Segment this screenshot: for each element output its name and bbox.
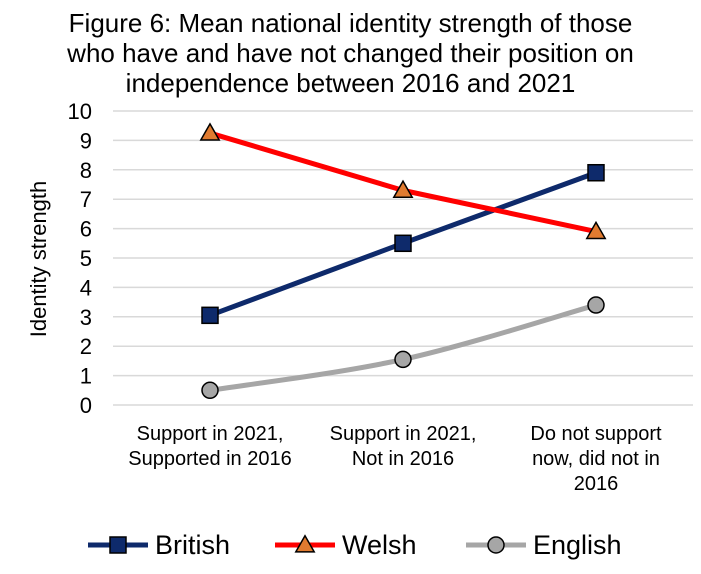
x-category-label-line: Support in 2021, <box>136 423 284 445</box>
y-tick-label: 9 <box>80 128 92 153</box>
x-category-label-line: Support in 2021, <box>329 423 477 445</box>
y-axis-ticks: 0 1 2 3 4 5 6 7 8 9 10 <box>68 99 92 418</box>
legend-item-english: English <box>463 525 622 565</box>
x-category-label: Support in 2021, Not in 2016 <box>303 422 503 472</box>
y-tick-label: 8 <box>80 158 92 183</box>
data-point-british-3 <box>587 163 605 182</box>
series-markers <box>199 122 607 400</box>
x-category-label-line: Not in 2016 <box>351 448 455 470</box>
y-axis-label: Identity strength <box>26 181 51 338</box>
x-category-label: Support in 2021, Supported in 2016 <box>110 422 310 472</box>
x-category-label-line: Supported in 2016 <box>128 448 292 470</box>
y-tick-label: 10 <box>68 99 92 124</box>
legend-item-british: British <box>85 525 230 565</box>
y-tick-label: 1 <box>80 364 92 389</box>
x-category-label-line: now, did not in <box>532 448 660 470</box>
y-tick-label: 5 <box>80 246 92 271</box>
legend-swatch-welsh <box>275 534 335 553</box>
series-line-english <box>209 302 597 393</box>
legend-label: British <box>155 529 231 560</box>
chart-title: Figure 6: Mean national identity strengt… <box>0 8 701 98</box>
legend-label: English <box>533 529 622 560</box>
x-category-label: Do not support now, did not in 2016 <box>496 422 696 497</box>
x-category-label-line: 2016 <box>573 473 619 495</box>
legend-swatch-english <box>466 536 526 554</box>
chart-title-line-3: independence between 2016 and 2021 <box>125 68 576 98</box>
legend-item-welsh: Welsh <box>272 525 417 565</box>
data-point-english-1 <box>201 381 219 400</box>
legend-swatch-british <box>88 536 148 554</box>
legend-label: Welsh <box>342 529 417 560</box>
y-tick-label: 2 <box>80 334 92 359</box>
y-tick-label: 0 <box>80 393 92 418</box>
chart-title-line-1: Figure 6: Mean national identity strengt… <box>68 8 633 38</box>
data-point-english-3 <box>587 296 605 314</box>
data-point-british-1 <box>201 306 219 325</box>
y-tick-label: 4 <box>80 275 92 300</box>
y-tick-label: 6 <box>80 217 92 242</box>
data-point-welsh-1 <box>199 122 221 141</box>
legend-swatch-marker <box>109 536 127 554</box>
legend-swatch-marker <box>487 536 505 554</box>
legend-swatch-marker <box>294 534 316 553</box>
chart-title-line-2: who have and have not changed their posi… <box>67 38 634 68</box>
data-point-british-2 <box>394 234 412 253</box>
data-point-welsh-2 <box>392 179 414 199</box>
y-tick-label: 3 <box>80 305 92 330</box>
y-tick-label: 7 <box>80 187 92 212</box>
data-point-welsh-3 <box>585 220 607 240</box>
data-point-english-2 <box>394 350 412 369</box>
x-category-label-line: Do not support <box>530 423 662 445</box>
legend: British Welsh English <box>0 525 701 565</box>
